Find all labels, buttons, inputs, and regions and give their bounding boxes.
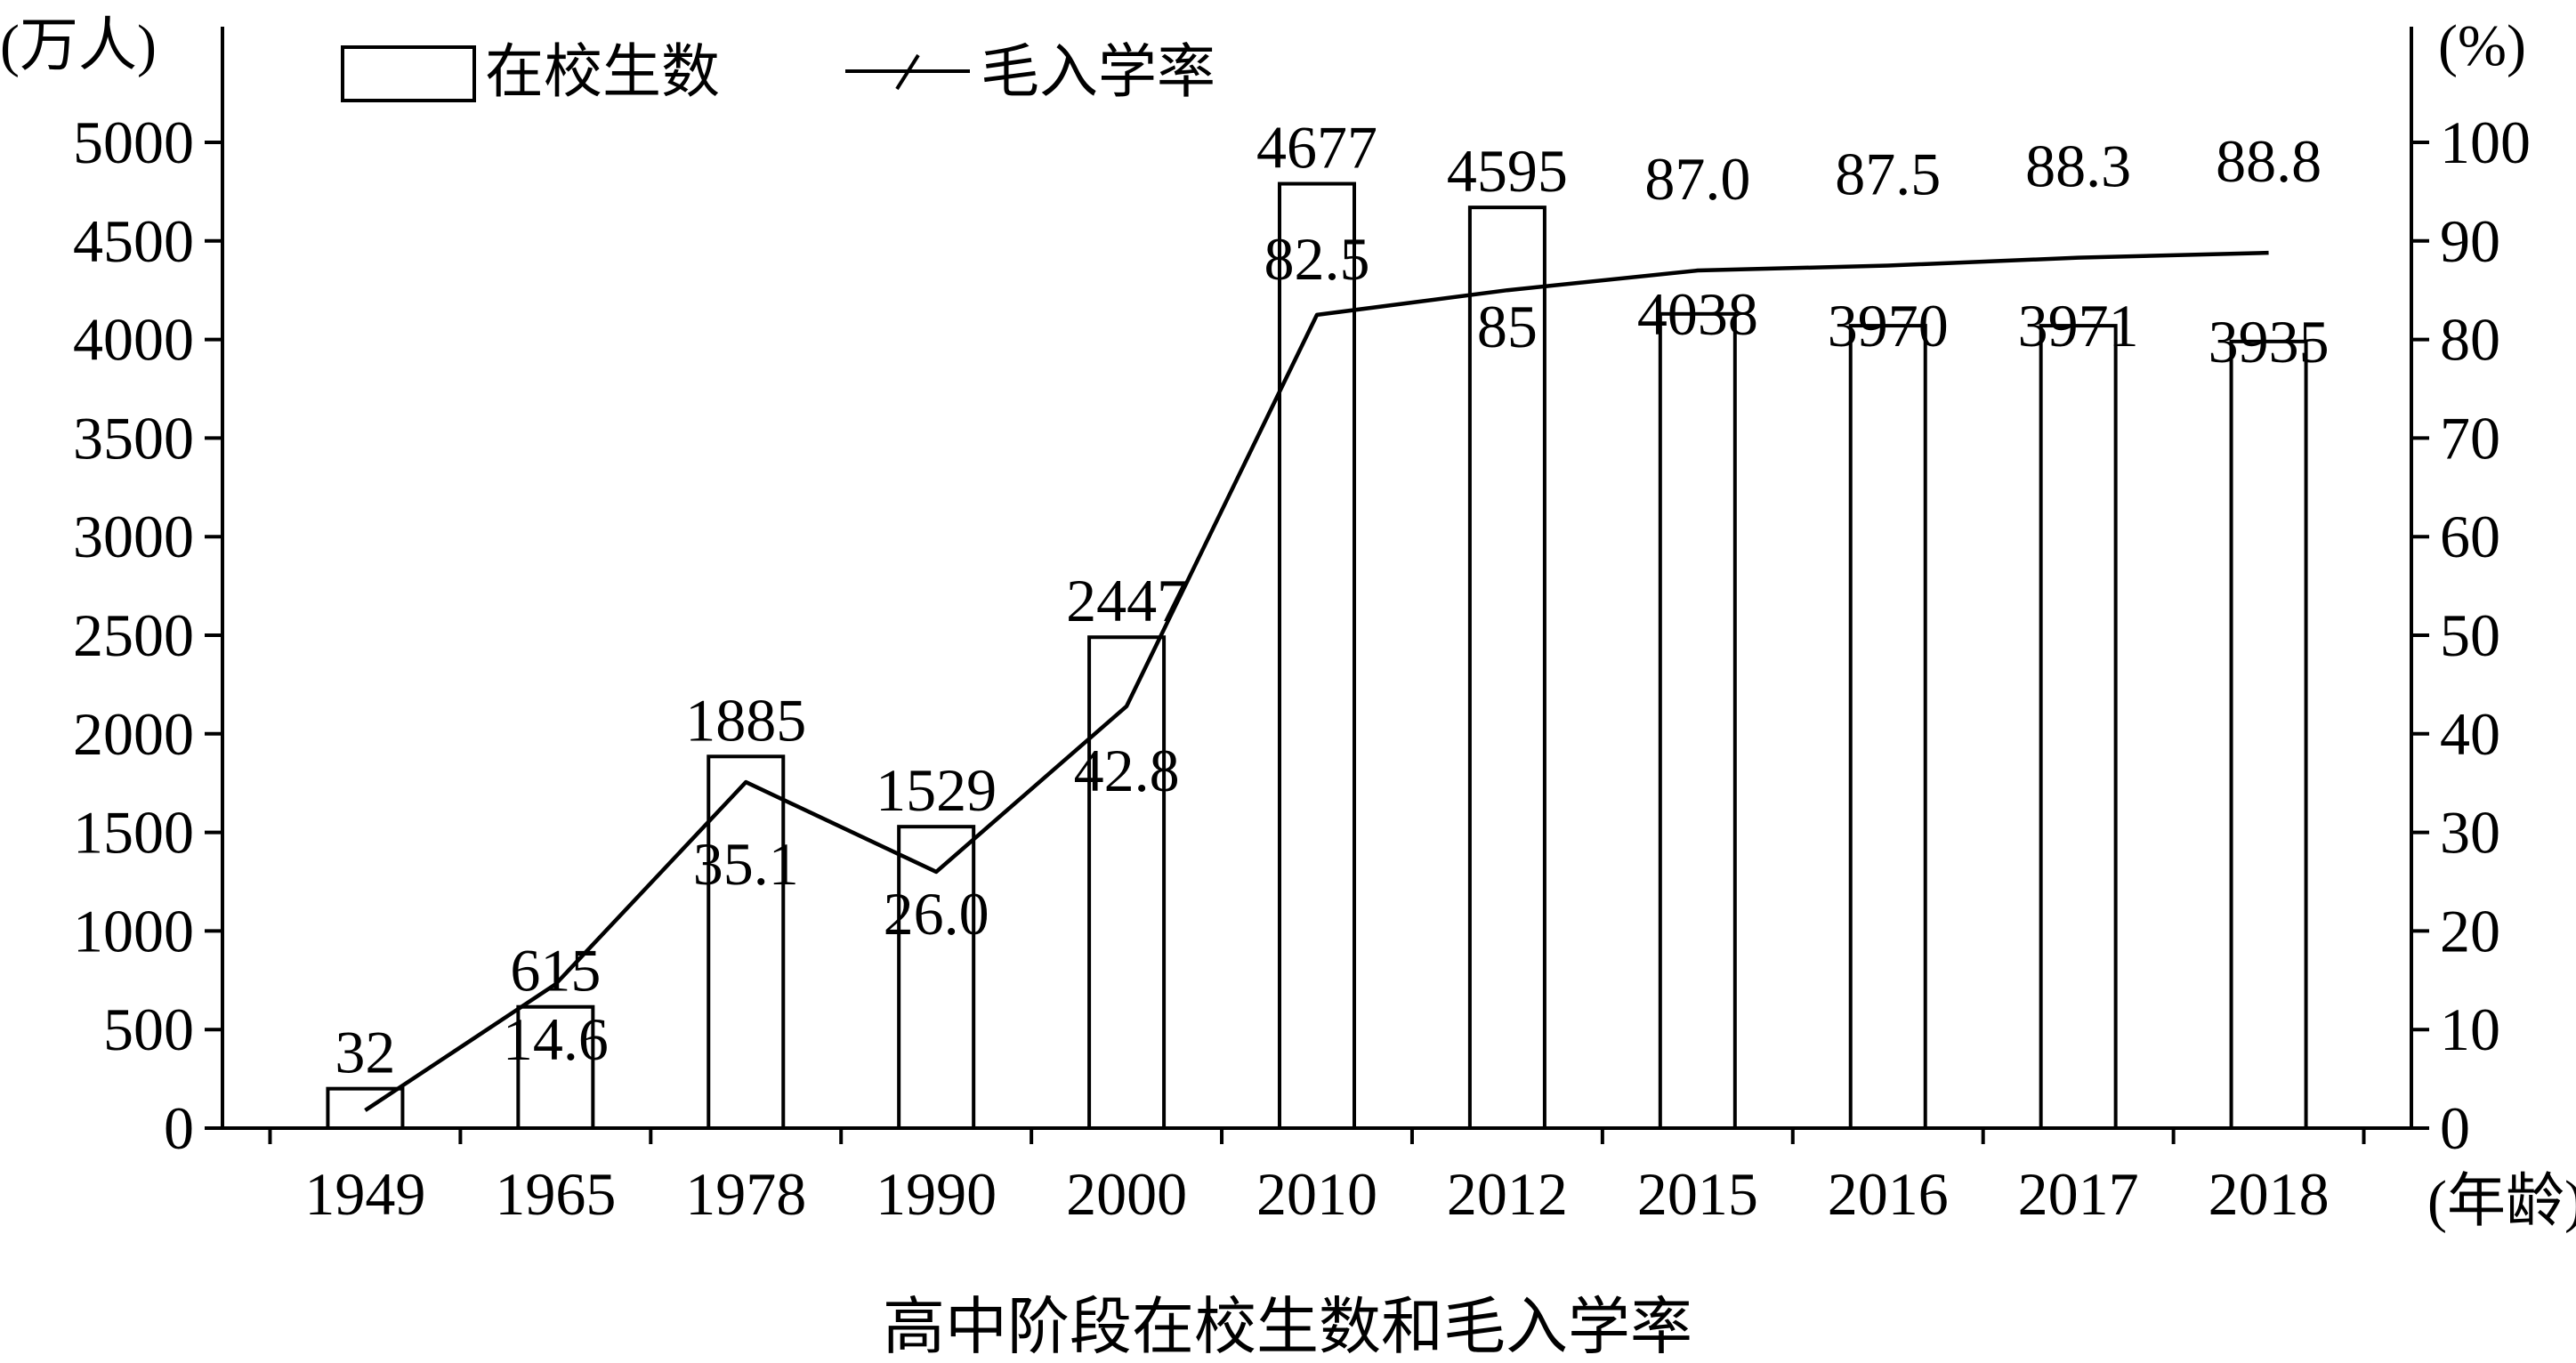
legend-bar-swatch	[341, 45, 476, 102]
bar-value-label: 1529	[876, 756, 997, 824]
left-axis-tick-label: 2000	[73, 700, 194, 768]
x-axis-tick-label: 1990	[876, 1160, 997, 1228]
x-axis-unit: (年龄)	[2427, 1169, 2576, 1234]
bar-value-label: 2447	[1066, 567, 1187, 634]
right-axis-tick-label: 60	[2440, 503, 2500, 570]
line-value-label: 87.5	[1835, 141, 1941, 208]
line-value-label: 88.3	[2025, 133, 2131, 200]
bar-value-label: 1885	[685, 686, 806, 754]
left-axis-tick-label: 2500	[73, 601, 194, 669]
line-value-label: 87.0	[1644, 145, 1750, 213]
x-axis-tick-label: 1949	[304, 1160, 425, 1228]
x-axis-tick-label: 2017	[2018, 1160, 2139, 1228]
right-axis-tick-label: 80	[2440, 306, 2500, 374]
bar-value-label: 3935	[2209, 308, 2330, 375]
x-axis-tick-label: 2000	[1066, 1160, 1187, 1228]
line-value-label: 35.1	[693, 830, 799, 898]
right-axis-tick-label: 0	[2440, 1094, 2470, 1162]
line-value-label: 26.0	[884, 880, 989, 948]
left-axis-unit: (万人)	[0, 13, 157, 78]
bar	[2229, 339, 2308, 1131]
x-axis-tick-label: 2016	[1828, 1160, 1949, 1228]
left-axis-tick-label: 5000	[73, 109, 194, 176]
bar	[1278, 181, 1356, 1130]
x-axis-tick-label: 1965	[495, 1160, 616, 1228]
right-axis-tick-label: 70	[2440, 404, 2500, 472]
left-axis-tick-label: 0	[164, 1094, 194, 1162]
line-value-label: 42.8	[1074, 737, 1180, 804]
left-axis-tick-label: 1500	[73, 799, 194, 867]
right-axis-unit: (%)	[2438, 13, 2526, 78]
chart-caption: 高中阶段在校生数和毛入学率	[883, 1294, 1692, 1362]
left-axis-tick-label: 3500	[73, 404, 194, 472]
bar	[1087, 635, 1167, 1130]
left-axis-tick-label: 3000	[73, 503, 194, 570]
legend-bar-label: 在校生数	[485, 40, 720, 105]
legend-line-label: 毛入学率	[981, 40, 1215, 105]
legend: 在校生数 毛入学率	[341, 40, 1215, 105]
legend-line-marker	[895, 53, 920, 91]
line-value-label: 82.5	[1264, 225, 1370, 293]
right-axis-tick-label: 40	[2440, 700, 2500, 768]
bar	[1467, 206, 1546, 1130]
right-axis-tick-label: 20	[2440, 897, 2500, 964]
left-axis-tick-label: 4500	[73, 207, 194, 275]
right-axis-tick-label: 100	[2440, 109, 2531, 176]
bar-value-label: 3971	[2018, 292, 2139, 359]
line-series	[364, 250, 2269, 1112]
bar-value-label: 4595	[1447, 137, 1568, 205]
left-axis-tick-label: 4000	[73, 306, 194, 374]
bar	[2039, 324, 2118, 1130]
x-axis-tick-label: 2015	[1637, 1160, 1758, 1228]
right-axis-tick-label: 90	[2440, 207, 2500, 275]
right-axis-tick-label: 30	[2440, 799, 2500, 867]
left-axis-tick-label: 500	[103, 996, 194, 1063]
x-axis-tick-label: 2018	[2209, 1160, 2330, 1228]
axes: 0500100015002000250030003500400045005000…	[73, 27, 2531, 1228]
line-value-label: 85	[1477, 293, 1538, 360]
right-axis-tick-label: 10	[2440, 996, 2500, 1063]
x-axis-tick-label: 2010	[1256, 1160, 1377, 1228]
bar	[1658, 311, 1737, 1130]
bar-value-label: 4677	[1256, 114, 1377, 181]
bar	[516, 1004, 595, 1130]
line-value-label: 14.6	[503, 1005, 609, 1073]
bar	[707, 754, 786, 1130]
bar	[897, 825, 976, 1130]
x-axis-tick-label: 2012	[1447, 1160, 1568, 1228]
right-axis-tick-label: 50	[2440, 601, 2500, 669]
bar-value-label: 32	[335, 1019, 395, 1086]
left-axis-tick-label: 1000	[73, 897, 194, 964]
x-axis-tick-label: 1978	[685, 1160, 806, 1228]
rate-line	[364, 250, 2269, 1112]
bar-value-label: 615	[510, 937, 601, 1004]
data-labels: 32 615 1885 1529 2447 4677 4595 4038 3970 3971 393…	[335, 114, 2329, 1086]
bar-series	[326, 181, 2308, 1131]
bar-value-label: 4038	[1637, 280, 1758, 348]
bar	[1848, 324, 1927, 1130]
bar-value-label: 3970	[1828, 292, 1949, 359]
line-value-label: 88.8	[2216, 127, 2322, 195]
